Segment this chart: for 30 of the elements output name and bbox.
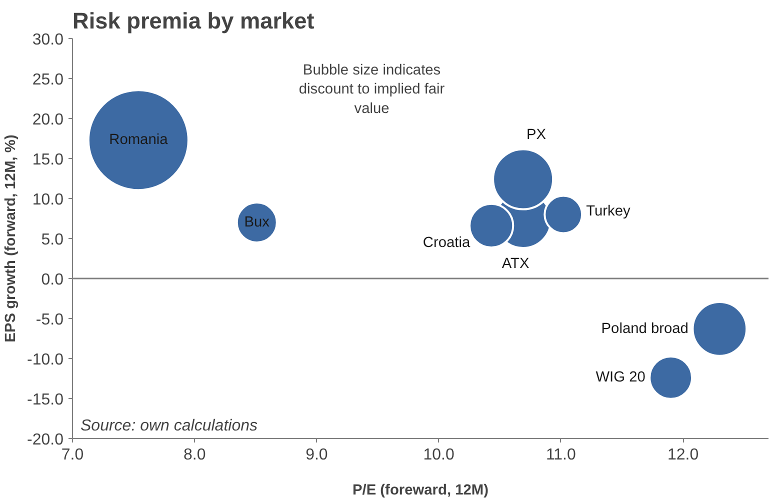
x-tick-label: 11.0 — [546, 446, 576, 464]
y-tick-label: 10.0 — [32, 192, 64, 208]
x-axis-title: P/E (foreward, 12M) — [352, 482, 489, 498]
series-label: Turkey — [586, 203, 632, 220]
y-tick-label: 5.0 — [41, 232, 64, 248]
series-label: WIG 20 — [596, 370, 646, 386]
y-tick-label: -20.0 — [27, 432, 64, 448]
x-tick-label: 12.0 — [667, 446, 699, 464]
y-axis-title: EPS growth (forward, 12M, %) — [3, 134, 20, 342]
series-label: Romania — [109, 132, 169, 148]
y-tick-label: 30.0 — [32, 32, 64, 48]
x-tick-label: 8.0 — [183, 446, 206, 464]
series-label: ATX — [502, 256, 530, 272]
series-label: Bux — [244, 214, 270, 230]
y-tick-label: -5.0 — [36, 312, 64, 328]
y-tick-label: 0.0 — [41, 272, 64, 288]
annotation: Source: own calculations — [80, 418, 258, 434]
y-tick-label: -10.0 — [27, 352, 64, 368]
annotation: Bubble size indicates discount to implied fair value — [298, 62, 445, 117]
series-label: Croatia — [422, 235, 471, 252]
x-tick-label: 9.0 — [306, 446, 328, 464]
x-tick-label: 10.0 — [423, 446, 454, 464]
series-label: Poland broad — [601, 320, 688, 337]
x-tick-label: 7.0 — [61, 446, 84, 464]
y-tick-label: 15.0 — [32, 152, 64, 168]
y-tick-label: 20.0 — [32, 112, 64, 128]
series-label: PX — [526, 126, 546, 143]
y-tick-label: -15.0 — [27, 392, 64, 408]
chart-title: Risk premia by market — [72, 8, 315, 34]
y-tick-label: 25.0 — [32, 72, 64, 88]
